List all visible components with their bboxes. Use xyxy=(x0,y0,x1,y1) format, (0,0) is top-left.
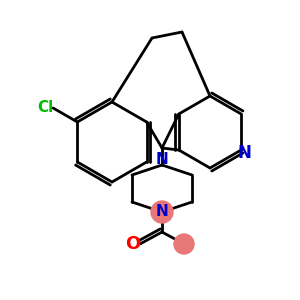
Circle shape xyxy=(174,234,194,254)
Text: N: N xyxy=(156,152,168,167)
Text: O: O xyxy=(125,235,141,253)
Text: N: N xyxy=(237,144,251,162)
Text: N: N xyxy=(156,205,168,220)
Text: Cl: Cl xyxy=(37,100,53,115)
Circle shape xyxy=(151,201,173,223)
